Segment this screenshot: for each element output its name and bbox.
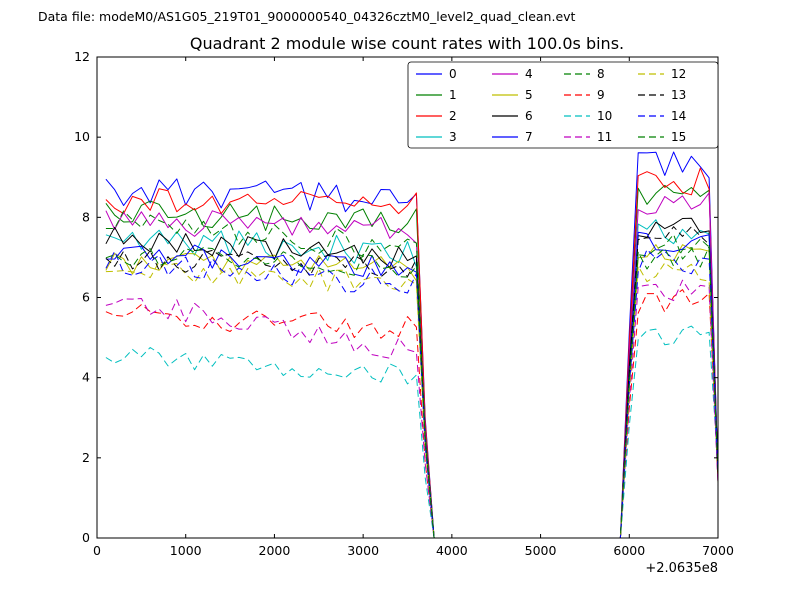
- x-tick-label: 0: [93, 543, 101, 558]
- y-tick-label: 10: [74, 129, 90, 144]
- x-tick-label: 3000: [347, 543, 379, 558]
- legend-label-13: 13: [671, 88, 686, 102]
- legend-box: [407, 61, 719, 149]
- series-line-5: [105, 244, 719, 539]
- x-axis-offset-label: +2.0635e8: [645, 561, 718, 576]
- legend-label-11: 11: [597, 130, 612, 144]
- series-line-1: [105, 184, 719, 539]
- legend-label-6: 6: [525, 109, 533, 123]
- y-tick-label: 8: [82, 209, 90, 224]
- legend-label-5: 5: [525, 88, 533, 102]
- legend-label-4: 4: [525, 67, 533, 81]
- y-tick-label: 12: [74, 49, 90, 64]
- legend-label-3: 3: [449, 130, 457, 144]
- data-file-label: Data file: modeM0/AS1G05_219T01_90000005…: [38, 9, 576, 24]
- series-line-2: [105, 167, 719, 539]
- x-tick-label: 5000: [525, 543, 557, 558]
- series-line-0: [105, 151, 719, 539]
- series-line-13: [105, 226, 719, 539]
- series-lines: [105, 151, 719, 539]
- x-tick-label: 2000: [259, 543, 291, 558]
- legend-label-1: 1: [449, 88, 457, 102]
- legend-label-2: 2: [449, 109, 457, 123]
- legend-label-10: 10: [597, 109, 612, 123]
- legend-label-7: 7: [525, 130, 533, 144]
- series-line-8: [105, 210, 719, 539]
- legend-label-9: 9: [597, 88, 605, 102]
- series-line-14: [105, 249, 719, 539]
- series-line-15: [105, 245, 719, 539]
- x-tick-label: 1000: [170, 543, 202, 558]
- legend-label-0: 0: [449, 67, 457, 81]
- plot-area: 0 1000 2000 3000 4000 5000 6000 700002468101201…: [74, 49, 734, 558]
- legend-label-15: 15: [671, 130, 686, 144]
- y-tick-label: 4: [82, 370, 90, 385]
- series-line-4: [105, 192, 719, 539]
- x-tick-label: 4000: [436, 543, 468, 558]
- y-tick-label: 0: [82, 530, 90, 545]
- y-tick-label: 6: [82, 290, 90, 305]
- legend-label-12: 12: [671, 67, 686, 81]
- legend-label-8: 8: [597, 67, 605, 81]
- x-tick-label: 7000: [702, 543, 734, 558]
- y-tick-label: 2: [82, 450, 90, 465]
- legend-label-14: 14: [671, 109, 686, 123]
- series-line-6: [105, 217, 719, 539]
- chart-title: Quadrant 2 module wise count rates with …: [190, 34, 624, 53]
- x-tick-label: 6000: [613, 543, 645, 558]
